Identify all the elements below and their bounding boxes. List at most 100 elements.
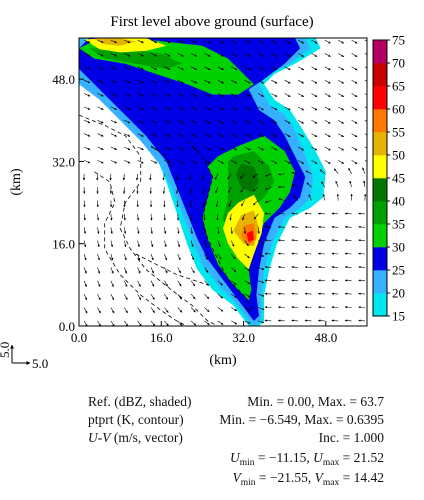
wind-vector — [351, 146, 358, 151]
wind-vector — [150, 320, 156, 326]
wind-vector — [202, 200, 206, 208]
wind-vector — [271, 120, 278, 124]
wind-vector — [244, 160, 251, 164]
wind-vector — [244, 320, 251, 324]
wind-vector — [164, 146, 171, 151]
wind-vector — [331, 239, 339, 242]
wind-vector — [124, 133, 131, 137]
wind-vector — [137, 53, 144, 57]
x-tick-label: 48.0 — [314, 330, 337, 345]
wind-vector — [284, 146, 291, 151]
wind-vector — [351, 39, 358, 44]
v-min: −21.55 — [269, 470, 308, 485]
wind-vector — [311, 146, 318, 151]
wind-vector — [189, 187, 192, 194]
colorbar-tick-label: 75 — [392, 33, 405, 48]
wind-vector — [264, 319, 272, 322]
wind-vector — [124, 66, 131, 70]
wind-vector — [351, 160, 358, 164]
wind-vector — [324, 93, 331, 97]
wind-vector — [284, 66, 291, 71]
wind-vector — [338, 93, 345, 98]
wind-vector — [164, 307, 169, 313]
wind-vector — [150, 227, 153, 234]
wind-vector — [217, 146, 224, 151]
wind-vector — [124, 293, 128, 301]
wind-vector — [319, 169, 325, 175]
wind-vector — [257, 53, 264, 57]
wind-vector — [241, 200, 245, 207]
reflectivity-region — [235, 164, 259, 193]
x-tick-label: 0.0 — [71, 330, 87, 345]
wind-vector — [264, 265, 272, 269]
wind-vector — [149, 173, 152, 181]
wind-vector — [230, 240, 235, 247]
wind-vector — [177, 133, 184, 137]
wind-vector — [257, 93, 264, 97]
wind-vector — [244, 93, 251, 97]
wind-vector — [217, 133, 224, 137]
wind-vector — [124, 160, 131, 164]
wind-vector — [124, 280, 128, 287]
wind-vector — [291, 171, 299, 175]
wind-vector — [338, 146, 345, 151]
wind-vector — [83, 53, 91, 57]
wind-vector — [244, 293, 251, 298]
wind-vector — [150, 146, 158, 151]
wind-vector — [177, 267, 182, 274]
wind-vector — [190, 227, 194, 234]
wind-vector — [97, 320, 101, 326]
wind-vector — [137, 79, 144, 84]
wind-vector — [150, 240, 154, 248]
colorbar-tick-label: 25 — [392, 263, 405, 278]
wind-vector — [137, 120, 144, 124]
wind-vector — [338, 53, 345, 57]
wind-vector — [244, 267, 251, 272]
wind-vector — [190, 320, 197, 326]
wind-vector — [271, 79, 278, 84]
wind-vector — [97, 133, 104, 137]
chart-figure: First level above ground (surface) 0.0 16… — [0, 14, 405, 371]
wind-vector — [311, 53, 318, 57]
wind-vector — [358, 212, 365, 215]
wind-vector — [83, 106, 91, 110]
wind-vector — [324, 66, 331, 71]
reflectivity-region — [89, 48, 182, 69]
wind-vector — [264, 292, 272, 295]
wind-vector — [124, 267, 127, 274]
wind-vector — [364, 106, 367, 109]
x-axis-label: (km) — [209, 353, 237, 368]
ptprt-contours — [79, 114, 255, 326]
wind-vector — [304, 239, 312, 242]
x-tick-label: 16.0 — [150, 330, 173, 345]
wind-vector — [137, 66, 144, 70]
wind-vector — [331, 292, 339, 295]
wind-vector — [244, 280, 251, 285]
wind-vector — [331, 319, 339, 322]
wind-vector — [83, 146, 91, 150]
wind-vector — [177, 320, 183, 326]
wind-vector — [204, 267, 209, 273]
wind-vector — [349, 180, 352, 188]
wind-vector — [338, 79, 345, 84]
wind-vector — [257, 160, 264, 164]
wind-vector — [264, 239, 272, 242]
wind-vector — [137, 106, 144, 110]
wind-vector — [122, 173, 126, 181]
wind-vector — [324, 133, 331, 138]
wind-vector — [252, 186, 259, 192]
wind-vector — [277, 212, 285, 215]
wind-vector — [297, 66, 305, 71]
wind-vector — [137, 133, 144, 137]
wind-vector — [83, 120, 91, 124]
wind-vector — [97, 253, 100, 261]
wind-vector — [190, 120, 198, 124]
wind-vector — [230, 253, 236, 260]
wind-vector — [150, 280, 155, 287]
wind-vector — [230, 227, 233, 234]
wind-vector — [137, 267, 141, 274]
wind-vector — [231, 307, 238, 312]
wind-vector — [177, 120, 184, 124]
ptprt-minmax: Min. = −6.549, Max. = 0.6395 — [219, 412, 384, 427]
wind-vector — [257, 66, 264, 71]
